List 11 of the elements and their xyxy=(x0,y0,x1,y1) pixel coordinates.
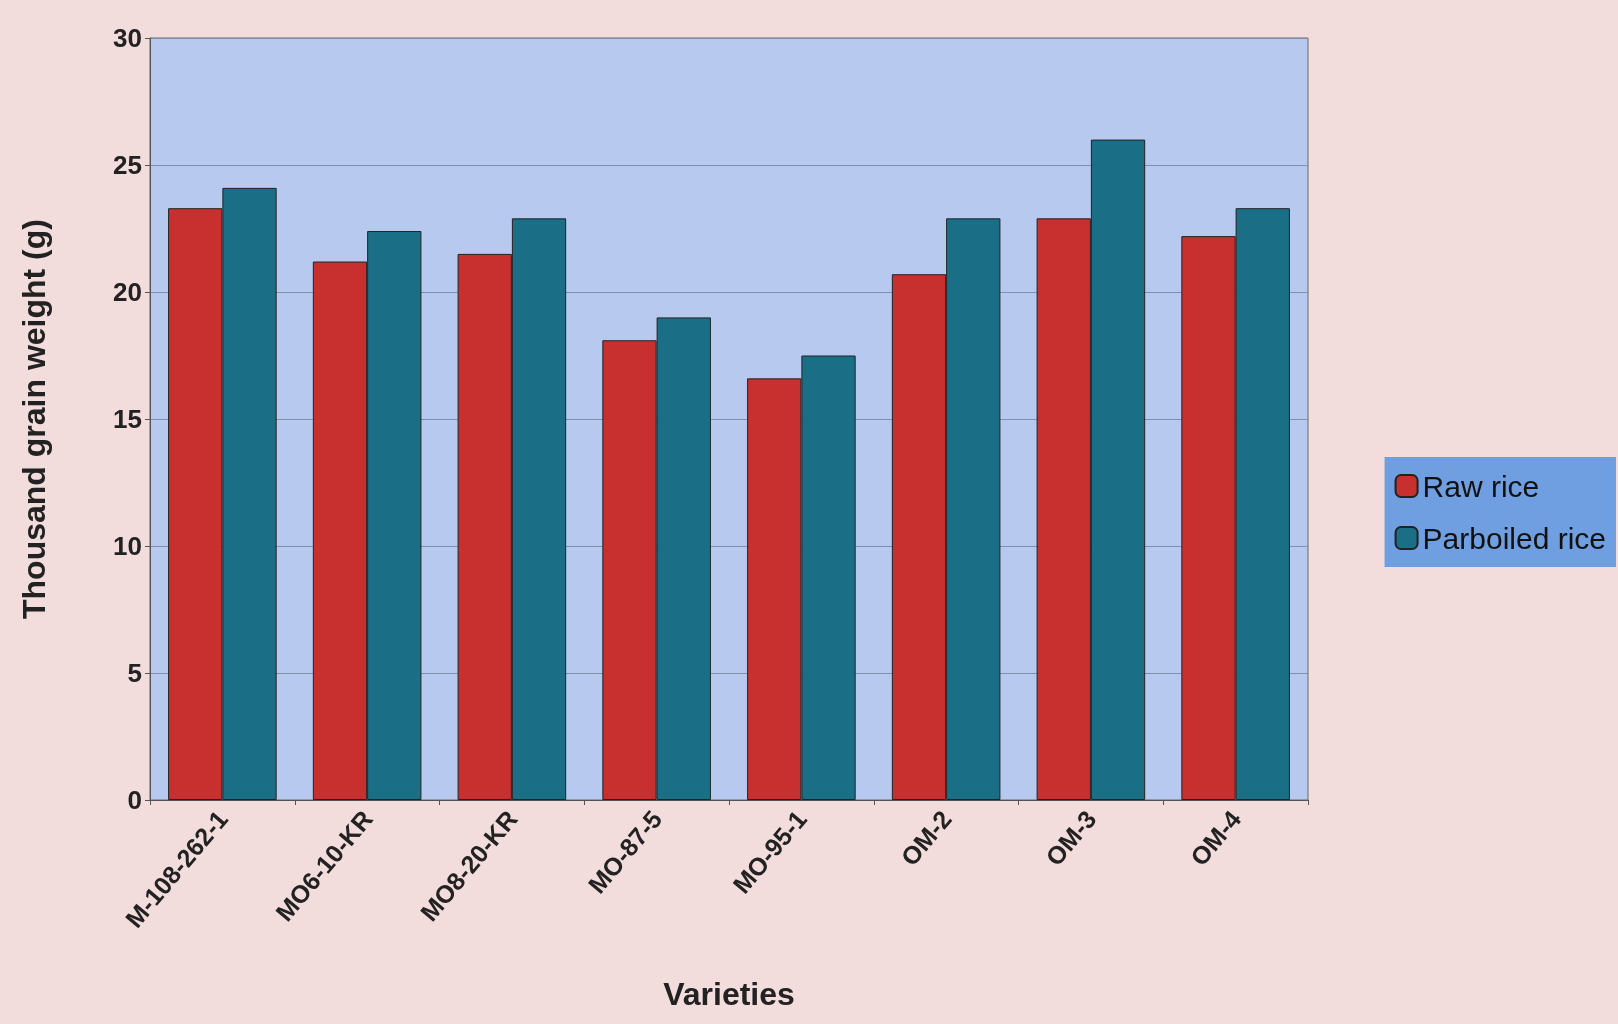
y-tick-label: 5 xyxy=(127,658,142,688)
y-tick-label: 25 xyxy=(113,150,142,180)
y-tick-label: 10 xyxy=(113,531,142,561)
y-tick-label: 15 xyxy=(113,404,142,434)
y-tick-label: 20 xyxy=(113,277,142,307)
legend-label: Raw rice xyxy=(1422,469,1540,503)
x-axis-title: Varieties xyxy=(663,976,795,1012)
legend-label: Parboiled rice xyxy=(1422,521,1607,555)
y-tick-label: 30 xyxy=(113,23,142,53)
y-tick-label: 0 xyxy=(127,785,142,815)
y-axis-title: Thousand grain weight (g) xyxy=(16,219,52,619)
